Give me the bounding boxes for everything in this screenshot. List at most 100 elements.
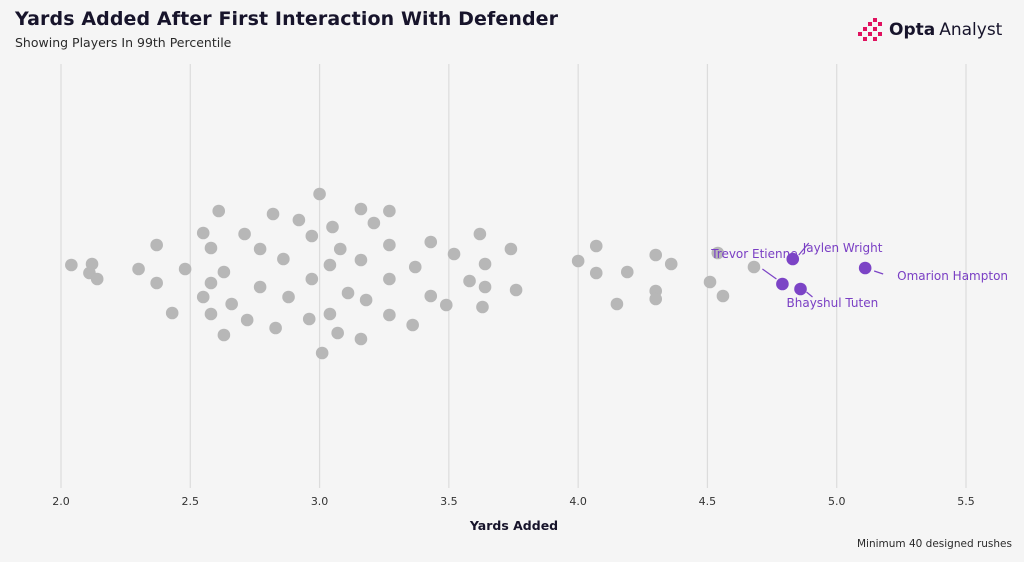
player-dot [217, 265, 231, 279]
player-dot [333, 242, 347, 256]
x-tick-label: 4.0 [569, 495, 587, 508]
player-dot [509, 283, 523, 297]
annotation-leader [873, 270, 884, 275]
player-annotation: Omarion Hampton [897, 269, 1008, 283]
player-dot [132, 262, 145, 276]
player-dot [269, 321, 282, 335]
player-dot [302, 312, 316, 326]
player-dot [406, 318, 419, 332]
player-dot [282, 290, 295, 304]
player-dot [504, 242, 518, 256]
player-dot [447, 247, 461, 261]
player-dot [323, 307, 337, 321]
opta-analyst-logo: Opta Analyst [858, 17, 1002, 43]
player-dot [716, 289, 730, 303]
player-dot [204, 276, 218, 290]
x-tick-label: 5.5 [957, 495, 975, 508]
player-dot [326, 220, 339, 234]
player-dot [313, 187, 326, 201]
player-dot [747, 260, 761, 274]
highlighted-player-dot [786, 252, 800, 266]
annotation-leader [798, 242, 810, 256]
annotation-leader [806, 291, 813, 298]
x-tick-label: 2.0 [52, 495, 70, 508]
player-dot [476, 300, 489, 314]
player-dot [620, 265, 634, 279]
player-dot [253, 242, 267, 256]
player-dot [383, 272, 396, 286]
highlighted-player-dot [858, 261, 872, 275]
player-dot [383, 308, 396, 322]
x-axis-title: Yards Added [469, 518, 558, 533]
player-dot [354, 253, 368, 267]
gridlines [60, 64, 967, 488]
chart-subtitle: Showing Players In 99th Percentile [15, 35, 232, 50]
player-dot [589, 266, 603, 280]
player-dot [359, 293, 373, 307]
player-dot [478, 257, 492, 271]
player-dot [165, 306, 179, 320]
player-dot [331, 326, 344, 340]
player-dot [703, 275, 717, 289]
x-tick-label: 4.5 [699, 495, 717, 508]
player-dot [711, 246, 725, 260]
player-dot [65, 258, 78, 272]
player-annotation: Bhayshul Tuten [787, 296, 879, 310]
player-dot [354, 202, 368, 216]
player-dot [649, 248, 663, 262]
player-dot [90, 272, 104, 286]
player-dot [424, 235, 438, 249]
player-dot [150, 238, 163, 252]
player-dot [150, 276, 163, 290]
x-tick-label: 3.0 [311, 495, 329, 508]
player-dot [424, 289, 438, 303]
player-dot [253, 280, 267, 294]
player-dot [610, 297, 624, 311]
player-dot [240, 313, 254, 327]
player-dot [196, 226, 210, 240]
player-annotation: Jaylen Wright [802, 241, 883, 255]
player-dot [383, 238, 396, 252]
player-dot [354, 332, 368, 346]
player-dot [305, 229, 319, 243]
player-dot [408, 260, 422, 274]
player-dot [204, 241, 218, 255]
data-points [65, 187, 761, 360]
annotation-leader [762, 268, 777, 280]
player-dot [277, 252, 290, 266]
player-dot [212, 204, 226, 218]
highlighted-player-dot [776, 277, 789, 291]
player-dot [196, 290, 210, 304]
chart-title: Yards Added After First Interaction With… [15, 8, 559, 30]
player-dot [238, 227, 251, 241]
player-dot [341, 286, 355, 300]
player-dot [305, 272, 319, 286]
player-dot [383, 204, 396, 218]
player-dot [204, 307, 218, 321]
brand-analyst: Analyst [939, 20, 1003, 40]
player-dot [178, 262, 192, 276]
brand-opta: Opta [889, 20, 936, 40]
player-dot [217, 328, 231, 342]
opta-bars-icon [858, 18, 882, 41]
player-dot [323, 258, 337, 272]
annotations: Trevor Etienne Jaylen Wright Bhayshul Tute… [710, 241, 1008, 310]
x-tick-label: 2.5 [182, 495, 200, 508]
player-dot [367, 216, 381, 230]
player-annotation: Trevor Etienne [710, 247, 797, 261]
player-dot [315, 346, 329, 360]
player-dot [589, 239, 603, 253]
player-dot [478, 280, 492, 294]
x-tick-label: 3.5 [440, 495, 458, 508]
player-dot [649, 292, 663, 306]
x-tick-label: 5.0 [828, 495, 846, 508]
footnote: Minimum 40 designed rushes [856, 538, 1012, 550]
player-dot [664, 257, 678, 271]
player-dot [439, 298, 453, 312]
player-dot [292, 213, 306, 227]
x-tick-labels: 2.0 2.5 3.0 3.5 4.0 4.5 5.0 5.5 [52, 495, 975, 508]
player-dot [473, 227, 487, 241]
player-dot [463, 274, 476, 288]
highlighted-player-dot [794, 282, 807, 296]
